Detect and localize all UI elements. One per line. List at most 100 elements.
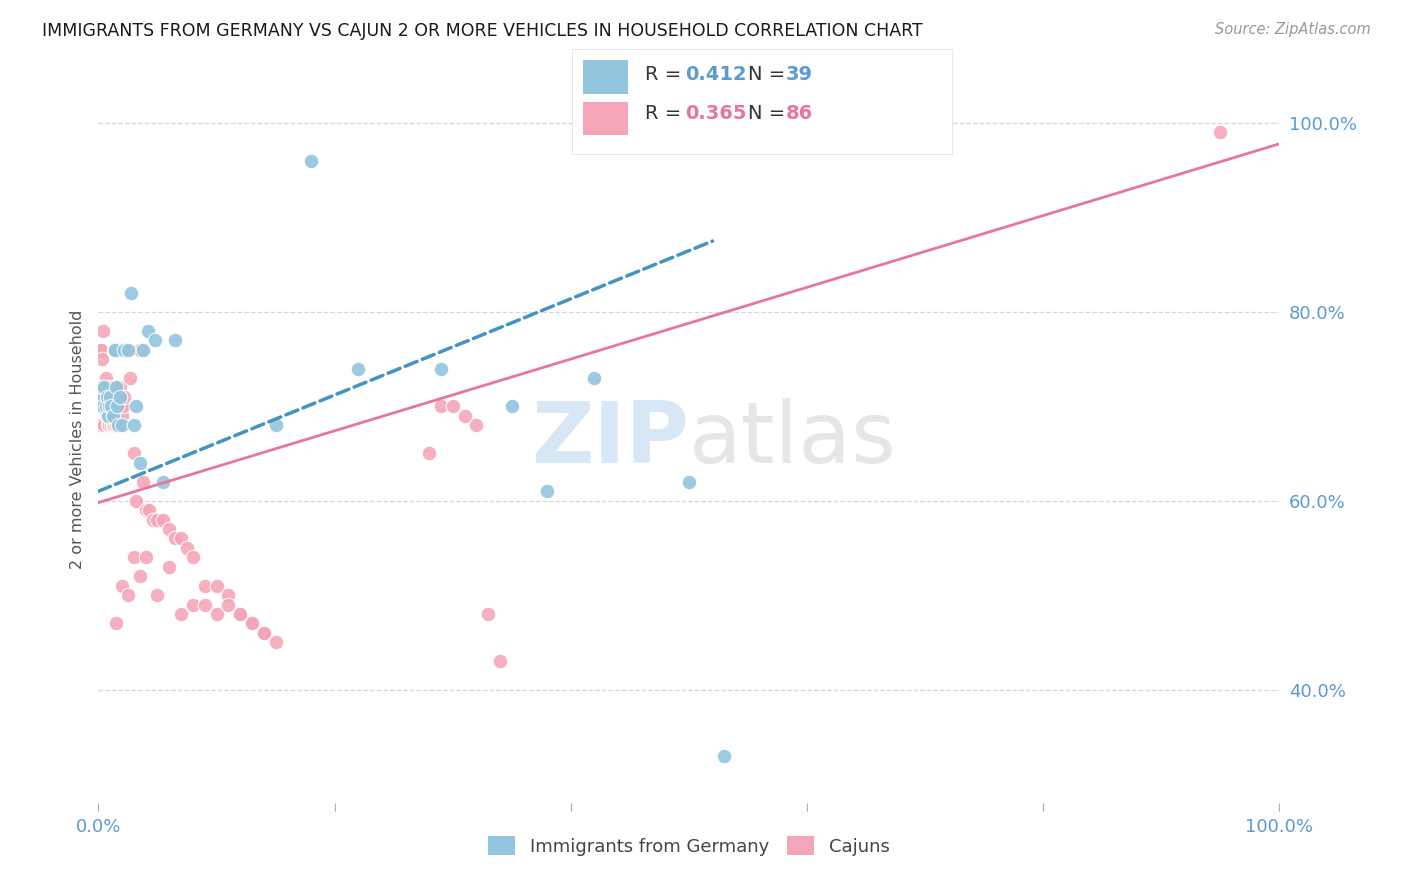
Point bbox=[181, 550, 204, 565]
Point bbox=[100, 399, 122, 413]
Point bbox=[100, 399, 122, 413]
Point bbox=[678, 475, 700, 489]
Point bbox=[104, 343, 127, 357]
Text: 0.412: 0.412 bbox=[685, 64, 747, 84]
Point bbox=[105, 399, 128, 413]
Point bbox=[93, 418, 115, 433]
Point bbox=[91, 380, 114, 394]
Point bbox=[181, 598, 204, 612]
Point bbox=[117, 343, 139, 357]
Point bbox=[1209, 126, 1232, 140]
Point bbox=[104, 399, 127, 413]
Point bbox=[477, 607, 499, 621]
Point bbox=[128, 343, 150, 357]
Point bbox=[100, 418, 122, 433]
Point bbox=[125, 493, 148, 508]
Text: 0.365: 0.365 bbox=[685, 103, 747, 123]
Point bbox=[430, 361, 453, 376]
Point bbox=[94, 371, 117, 385]
Point bbox=[90, 343, 112, 357]
Point bbox=[536, 484, 558, 499]
Point bbox=[93, 380, 115, 394]
Point bbox=[229, 607, 252, 621]
Point bbox=[103, 418, 125, 433]
Point bbox=[152, 475, 174, 489]
Point bbox=[229, 607, 252, 621]
Point bbox=[91, 352, 114, 367]
Point bbox=[112, 390, 135, 404]
Point bbox=[430, 399, 453, 413]
Point bbox=[111, 409, 134, 423]
Point bbox=[110, 399, 132, 413]
Text: ZIP: ZIP bbox=[531, 398, 689, 481]
Point bbox=[138, 503, 160, 517]
Point bbox=[253, 625, 276, 640]
Point bbox=[94, 399, 117, 413]
Point bbox=[465, 418, 488, 433]
Point bbox=[97, 380, 120, 394]
Point bbox=[107, 418, 129, 433]
Point bbox=[112, 343, 135, 357]
Point bbox=[105, 616, 128, 631]
Point bbox=[264, 418, 287, 433]
Point bbox=[98, 418, 121, 433]
Point bbox=[120, 371, 142, 385]
Point bbox=[89, 399, 111, 413]
Point bbox=[205, 579, 228, 593]
Point bbox=[136, 324, 159, 338]
Point bbox=[122, 418, 145, 433]
Text: IMMIGRANTS FROM GERMANY VS CAJUN 2 OR MORE VEHICLES IN HOUSEHOLD CORRELATION CHA: IMMIGRANTS FROM GERMANY VS CAJUN 2 OR MO… bbox=[42, 22, 922, 40]
Point bbox=[135, 550, 157, 565]
Point bbox=[170, 607, 193, 621]
Point bbox=[111, 418, 134, 433]
Point bbox=[713, 748, 735, 763]
Point bbox=[98, 399, 121, 413]
Point bbox=[122, 446, 145, 460]
Point bbox=[101, 380, 124, 394]
Point bbox=[114, 343, 136, 357]
Point bbox=[489, 654, 512, 668]
Point bbox=[194, 598, 217, 612]
Point bbox=[96, 409, 118, 423]
Point bbox=[146, 588, 169, 602]
Point bbox=[98, 399, 121, 413]
Point bbox=[111, 579, 134, 593]
Point bbox=[96, 390, 118, 404]
Point bbox=[105, 418, 128, 433]
Point bbox=[142, 512, 165, 526]
Point bbox=[441, 399, 464, 413]
Point bbox=[194, 579, 217, 593]
Point bbox=[108, 380, 131, 394]
Point bbox=[103, 390, 125, 404]
Point bbox=[90, 343, 112, 357]
Point bbox=[501, 399, 523, 413]
Point bbox=[117, 343, 139, 357]
Point bbox=[253, 625, 276, 640]
Point bbox=[98, 390, 121, 404]
Text: 39: 39 bbox=[786, 64, 813, 84]
Point bbox=[90, 390, 112, 404]
Point bbox=[94, 399, 117, 413]
Point bbox=[89, 418, 111, 433]
Point bbox=[264, 635, 287, 649]
Point bbox=[112, 399, 135, 413]
Point bbox=[132, 475, 155, 489]
Point bbox=[98, 409, 121, 423]
Point bbox=[105, 380, 128, 394]
Point bbox=[122, 550, 145, 565]
Point bbox=[91, 399, 114, 413]
Text: N =: N = bbox=[748, 103, 792, 123]
Point bbox=[101, 418, 124, 433]
Point bbox=[165, 532, 187, 546]
Legend: Immigrants from Germany, Cajuns: Immigrants from Germany, Cajuns bbox=[481, 829, 897, 863]
Point bbox=[240, 616, 263, 631]
Point bbox=[121, 285, 143, 300]
Text: R =: R = bbox=[645, 103, 688, 123]
Point bbox=[152, 512, 174, 526]
Point bbox=[347, 361, 370, 376]
Point bbox=[97, 409, 120, 423]
Text: Source: ZipAtlas.com: Source: ZipAtlas.com bbox=[1215, 22, 1371, 37]
Text: 86: 86 bbox=[786, 103, 813, 123]
Point bbox=[108, 390, 131, 404]
Point bbox=[93, 380, 115, 394]
